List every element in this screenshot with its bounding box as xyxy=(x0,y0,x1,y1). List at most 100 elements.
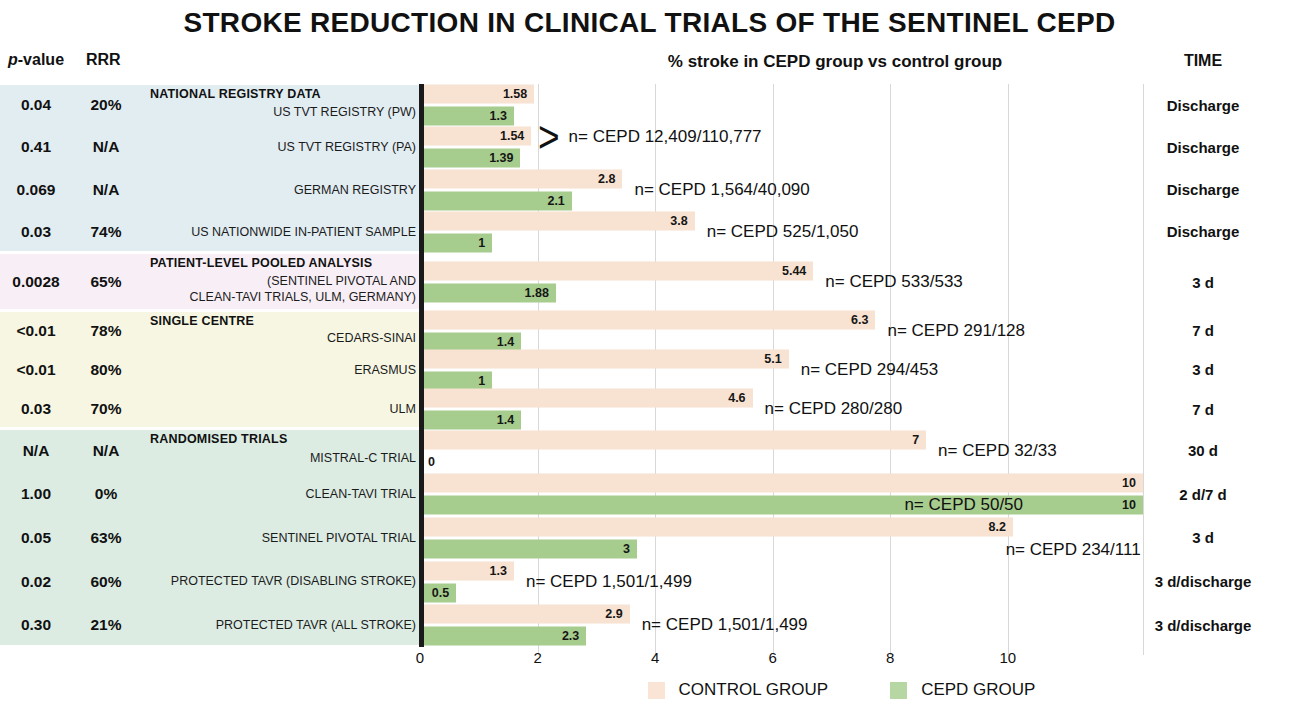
n-count-label: n= CEPD 50/50 xyxy=(904,495,1023,514)
trial-row: 0.3021%PROTECTED TAVR (ALL STROKE)3 d/di… xyxy=(0,603,1299,647)
bar-pair: 4.6 1.4 n= CEPD 280/280 xyxy=(420,390,1143,429)
bar-pair: 5.11n= CEPD 294/453 xyxy=(420,350,1143,389)
chart-body: NATIONAL REGISTRY DATA0.0420%US TVT REGI… xyxy=(0,84,1299,647)
control-value-label: 1.58 xyxy=(503,85,534,104)
legend-label: CEPD GROUP xyxy=(921,680,1035,700)
rrr-value: 63% xyxy=(72,516,140,560)
bar-pair: 1.541.39 xyxy=(420,126,1143,168)
p-value: 0.02 xyxy=(0,560,72,604)
control-bar xyxy=(420,169,622,188)
trial-label: GERMAN REGISTRY xyxy=(140,169,416,211)
trial-row: 0.0563%SENTINEL PIVOTAL TRIAL3 d8.23n= C… xyxy=(0,516,1299,560)
rrr-value: 60% xyxy=(72,560,140,604)
p-value: 0.04 xyxy=(0,84,72,126)
control-value-label: 2.8 xyxy=(598,169,622,188)
cepd-value-label: 1.4 xyxy=(497,411,521,430)
trial-row: <0.0178%CEDARS-SINAI7 d6.31.4n= CEPD 291… xyxy=(0,311,1299,350)
bar-wrap: 6.3 1.4 xyxy=(420,310,1143,351)
pvalue-column-header: p-value xyxy=(8,51,64,69)
trial-label: PROTECTED TAVR (ALL STROKE) xyxy=(140,603,416,647)
control-value-label: 7 xyxy=(912,430,926,449)
bar-pair: 6.31.4n= CEPD 291/128 xyxy=(420,311,1143,350)
legend-label: CONTROL GROUP xyxy=(679,680,829,700)
control-bar xyxy=(420,605,630,624)
cepd-value-label: 1.39 xyxy=(489,149,520,168)
legend: CONTROL GROUP CEPD GROUP xyxy=(480,680,1203,700)
x-axis: 0246810 xyxy=(420,649,1143,671)
control-value-label: 1.3 xyxy=(490,561,514,580)
time-value: 7 d xyxy=(1143,390,1263,429)
legend-swatch xyxy=(890,682,907,699)
trial-label: US TVT REGISTRY (PW) xyxy=(140,84,416,126)
trial-group: PATIENT-LEVEL POOLED ANALYSIS0.002865%(S… xyxy=(0,253,1299,311)
trial-row: 0.0370%ULM7 d4.61.4n= CEPD 280/280 xyxy=(0,390,1299,429)
trial-label: MISTRAL-C TRIAL xyxy=(140,429,416,473)
p-value: <0.01 xyxy=(0,311,72,350)
bar-pair: 70n= CEPD 32/33 xyxy=(420,429,1143,473)
n-count-label: n= CEPD 280/280 xyxy=(765,399,903,419)
n-count-label: n= CEPD 12,409/110,777 xyxy=(569,127,762,147)
x-axis-tick-label: 6 xyxy=(769,649,777,666)
cepd-value-label: 0.5 xyxy=(432,583,456,602)
trial-row: 0.002865%(SENTINEL PIVOTAL AND CLEAN-TAV… xyxy=(0,253,1299,311)
rrr-column-header: RRR xyxy=(86,51,121,69)
x-axis-tick-label: 2 xyxy=(533,649,541,666)
cepd-bar xyxy=(420,496,1143,515)
pvalue-header-rest: -value xyxy=(18,51,64,68)
trial-label: US TVT REGISTRY (PA) xyxy=(140,126,416,168)
p-value: 0.03 xyxy=(0,390,72,429)
time-value: 3 d xyxy=(1143,350,1263,389)
x-axis-tick-label: 0 xyxy=(416,649,424,666)
trial-label: SENTINEL PIVOTAL TRIAL xyxy=(140,516,416,560)
control-value-label: 3.8 xyxy=(670,211,694,230)
bar-pair: 1.3 0.5 n= CEPD 1,501/1,499 xyxy=(420,560,1143,604)
rrr-value: 65% xyxy=(72,253,140,311)
y-axis-line xyxy=(419,84,424,647)
cepd-value-label: 1.4 xyxy=(497,332,521,351)
time-value: Discharge xyxy=(1143,126,1263,168)
control-bar xyxy=(420,262,813,281)
control-bar xyxy=(420,211,695,230)
rrr-value: N/A xyxy=(72,429,140,473)
rrr-value: N/A xyxy=(72,169,140,211)
time-value: Discharge xyxy=(1143,84,1263,126)
time-column-header: TIME xyxy=(1143,52,1263,70)
time-value: 3 d xyxy=(1143,516,1263,560)
trial-label: CEDARS-SINAI xyxy=(140,311,416,350)
bracket-icon: > xyxy=(538,114,560,158)
control-value-label: 8.2 xyxy=(988,517,1012,536)
rrr-value: 21% xyxy=(72,603,140,647)
rrr-value: 74% xyxy=(72,211,140,253)
bar-wrap: 1010 xyxy=(420,474,1143,515)
bar-pair: 2.82.1n= CEPD 1,564/40,090 xyxy=(420,169,1143,211)
time-value: 7 d xyxy=(1143,311,1263,350)
bar-pair: 1.581.3 xyxy=(420,84,1143,126)
cepd-value-label: 1.88 xyxy=(525,284,556,303)
legend-item: CONTROL GROUP xyxy=(648,680,829,700)
n-count-label: n= CEPD 32/33 xyxy=(938,441,1057,461)
trial-row: <0.0180%ERASMUS3 d5.11n= CEPD 294/453 xyxy=(0,350,1299,389)
trial-row: 0.0374%US NATIONWIDE IN-PATIENT SAMPLEDi… xyxy=(0,211,1299,253)
control-value-label: 6.3 xyxy=(851,310,875,329)
n-count-label: n= CEPD 1,501/1,499 xyxy=(642,615,808,635)
p-value: N/A xyxy=(0,429,72,473)
trial-group: SINGLE CENTRE<0.0178%CEDARS-SINAI7 d6.31… xyxy=(0,311,1299,429)
rrr-value: 0% xyxy=(72,473,140,517)
control-value-label: 2.9 xyxy=(605,605,629,624)
n-count-label: n= CEPD 294/453 xyxy=(801,360,939,380)
bar-pair: 8.23n= CEPD 234/111 xyxy=(420,516,1143,560)
rrr-value: 20% xyxy=(72,84,140,126)
control-value-label: 4.6 xyxy=(728,389,752,408)
trial-label: CLEAN-TAVI TRIAL xyxy=(140,473,416,517)
time-value: Discharge xyxy=(1143,169,1263,211)
x-axis-tick-label: 8 xyxy=(886,649,894,666)
control-value-label: 10 xyxy=(1122,474,1143,493)
rrr-value: 78% xyxy=(72,311,140,350)
time-value: 3 d/discharge xyxy=(1143,560,1263,604)
trial-row: 1.000%CLEAN-TAVI TRIAL2 d/7 d1010n= CEPD… xyxy=(0,473,1299,517)
cepd-value-label: 10 xyxy=(1122,496,1143,515)
x-axis-tick-label: 10 xyxy=(999,649,1016,666)
cepd-value-label: 3 xyxy=(623,539,637,558)
cepd-value-label: 1 xyxy=(478,233,492,252)
n-count-label: n= CEPD 1,501/1,499 xyxy=(526,572,692,592)
